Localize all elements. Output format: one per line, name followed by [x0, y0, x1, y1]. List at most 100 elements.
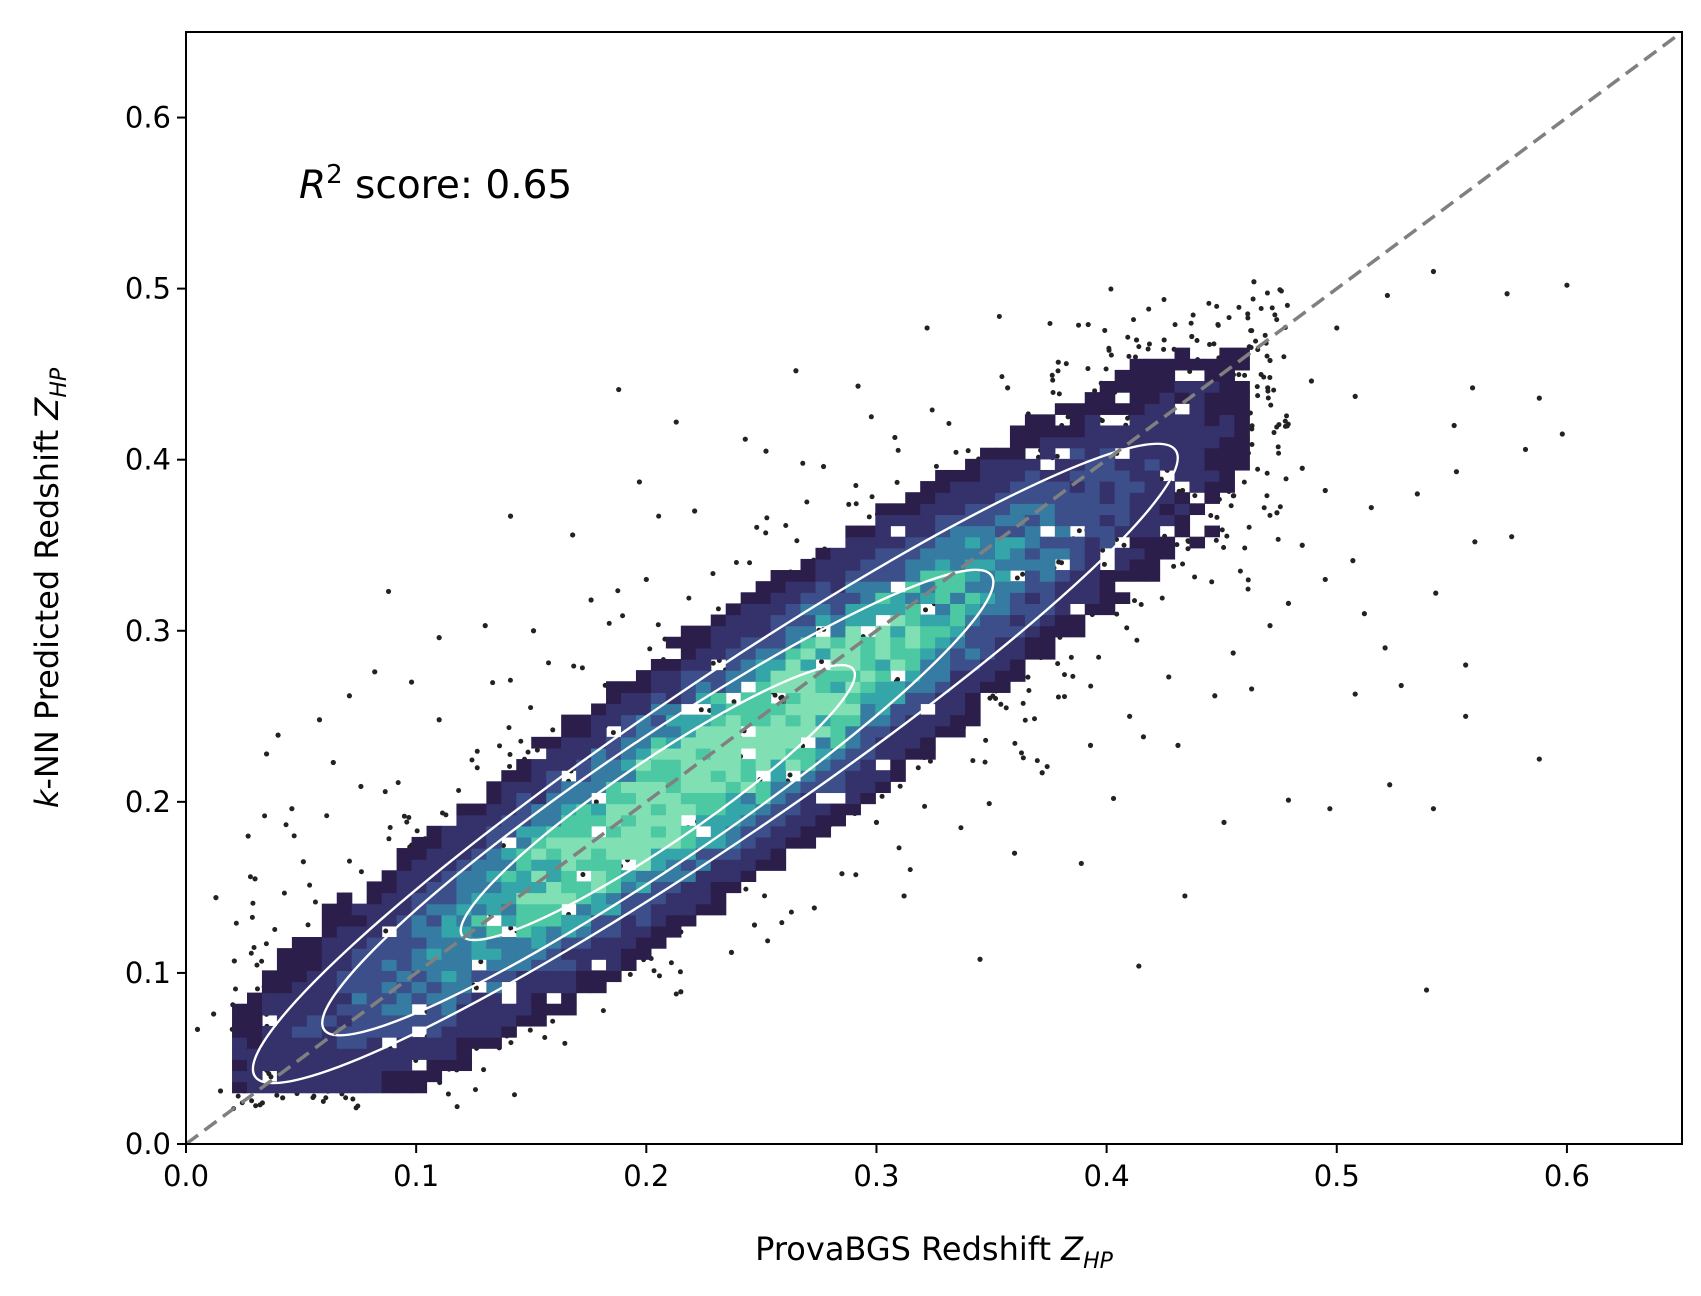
histogram-bin — [1159, 425, 1176, 438]
scatter-point — [1261, 505, 1267, 511]
histogram-bin — [695, 658, 712, 671]
histogram-bin — [516, 981, 532, 994]
histogram-bin — [366, 959, 383, 971]
scatter-point — [1245, 315, 1251, 321]
histogram-bin — [875, 636, 891, 649]
histogram-bin — [1204, 436, 1220, 449]
scatter-point — [1245, 586, 1251, 592]
histogram-bin — [680, 759, 697, 771]
histogram-bin — [1054, 614, 1071, 627]
scatter-point — [1185, 538, 1191, 544]
histogram-bin — [875, 681, 891, 693]
histogram-bin — [815, 692, 832, 705]
histogram-bin — [351, 1014, 368, 1027]
histogram-bin — [725, 792, 742, 805]
histogram-bin — [1204, 492, 1220, 504]
histogram-bin — [710, 781, 727, 794]
y-axis-label: k-NN Predicted Redshift ZHP — [28, 367, 72, 808]
histogram-bin — [1114, 503, 1131, 516]
histogram-bin — [1009, 481, 1026, 493]
histogram-bin — [1114, 469, 1131, 482]
histogram-bin — [1174, 358, 1191, 371]
histogram-bin — [740, 625, 757, 638]
scatter-point — [1131, 317, 1137, 323]
histogram-bin — [1159, 547, 1176, 560]
scatter-point — [346, 858, 352, 864]
histogram-bin — [336, 1025, 353, 1038]
histogram-bin — [381, 992, 398, 1005]
scatter-point — [350, 1096, 356, 1102]
histogram-bin — [845, 547, 861, 560]
histogram-bin — [695, 803, 712, 816]
histogram-bin — [1069, 570, 1086, 582]
histogram-bin — [576, 814, 592, 827]
scatter-point — [897, 783, 903, 789]
histogram-bin — [396, 959, 413, 971]
histogram-bin — [710, 770, 727, 782]
histogram-bin — [576, 914, 592, 927]
scatter-point — [1208, 512, 1214, 518]
histogram-bin — [710, 736, 727, 749]
scatter-point — [616, 386, 622, 393]
scatter-point — [1022, 717, 1028, 723]
histogram-bin — [845, 670, 861, 682]
histogram-bin — [591, 981, 607, 994]
histogram-bin — [1144, 481, 1161, 493]
histogram-bin — [860, 647, 876, 660]
histogram-bin — [381, 1059, 398, 1072]
histogram-bin — [710, 692, 727, 705]
histogram-bin — [1099, 380, 1116, 393]
scatter-point — [643, 576, 649, 583]
histogram-bin — [486, 948, 502, 960]
scatter-point — [1136, 963, 1142, 969]
histogram-bin — [905, 558, 921, 571]
scatter-point — [1281, 354, 1287, 360]
histogram-bin — [890, 747, 906, 760]
histogram-bin — [695, 903, 712, 916]
scatter-point — [855, 383, 861, 389]
histogram-bin — [321, 970, 338, 983]
histogram-bin — [980, 647, 996, 660]
histogram-bin — [591, 747, 607, 760]
histogram-bin — [606, 870, 622, 882]
histogram-bin — [531, 859, 547, 871]
histogram-bin — [650, 658, 667, 671]
histogram-bin — [1159, 492, 1176, 504]
histogram-bin — [516, 836, 532, 849]
histogram-bin — [710, 625, 727, 638]
histogram-bin — [665, 670, 682, 682]
histogram-bin — [950, 703, 966, 716]
scatter-point — [1268, 402, 1274, 408]
scatter-point — [275, 732, 281, 738]
histogram-bin — [471, 936, 487, 949]
histogram-bin — [351, 914, 368, 927]
histogram-bin — [920, 492, 936, 504]
histogram-bin — [351, 1081, 368, 1094]
histogram-bin — [381, 1025, 398, 1038]
histogram-bin — [770, 836, 787, 849]
histogram-bin — [606, 803, 622, 816]
scatter-point — [1172, 322, 1178, 328]
histogram-bin — [830, 681, 846, 693]
histogram-bin — [411, 848, 428, 860]
histogram-bin — [471, 825, 487, 838]
histogram-bin — [1009, 647, 1026, 660]
histogram-bin — [695, 714, 712, 727]
histogram-bin — [785, 825, 802, 838]
histogram-bin — [516, 792, 532, 805]
histogram-bin — [576, 959, 592, 971]
histogram-bin — [1084, 581, 1101, 593]
histogram-bin — [740, 614, 757, 627]
histogram-bin — [845, 636, 861, 649]
histogram-bin — [1024, 514, 1041, 527]
histogram-bin — [860, 603, 876, 616]
histogram-bin — [261, 1037, 278, 1049]
kde-contour-inner — [459, 663, 857, 942]
histogram-bin — [531, 781, 547, 794]
histogram-bin — [620, 925, 637, 938]
histogram-bin — [486, 892, 502, 905]
histogram-bin — [1069, 403, 1086, 415]
histogram-bin — [456, 925, 472, 938]
scatter-point — [1189, 333, 1195, 340]
histogram-bin — [800, 614, 817, 627]
